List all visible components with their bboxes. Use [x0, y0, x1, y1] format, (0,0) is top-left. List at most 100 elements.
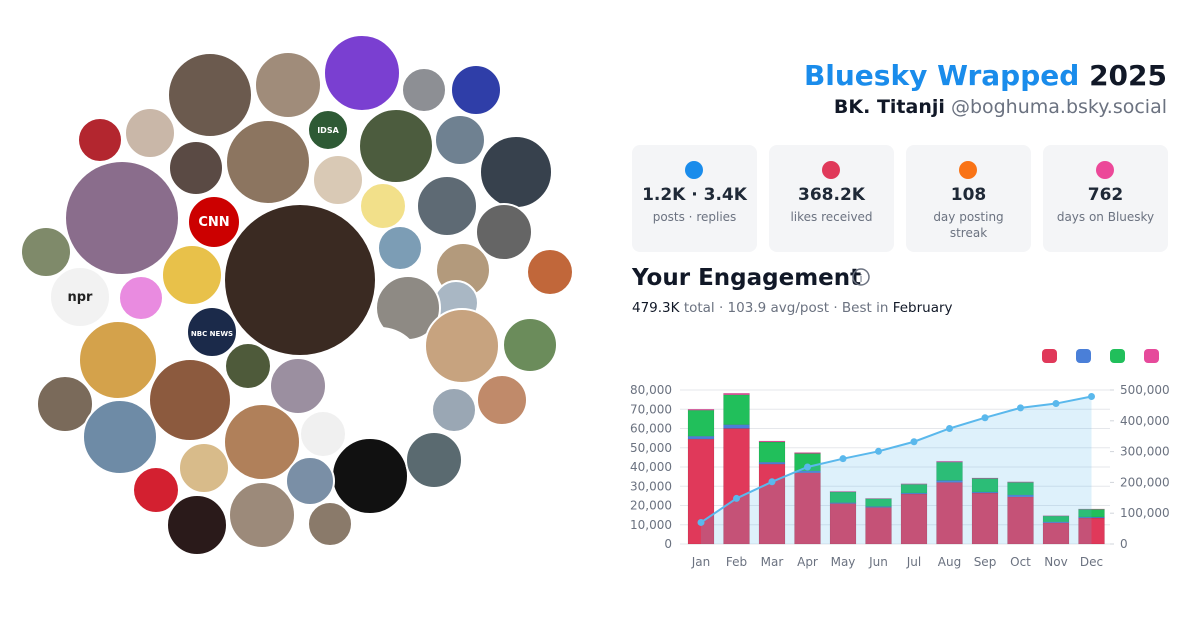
avatar	[148, 358, 232, 442]
stat-icon	[1096, 161, 1114, 179]
bar-segment	[794, 452, 821, 454]
avatar	[186, 306, 238, 358]
y-tick-label: 60,000	[630, 422, 672, 436]
avatar	[502, 317, 558, 373]
avatar	[434, 114, 486, 166]
stat-card: 1.2K · 3.4K posts · replies	[632, 145, 757, 252]
line-point	[981, 414, 989, 422]
stat-value: 368.2K	[798, 185, 865, 205]
legend-icon[interactable]	[1076, 349, 1091, 363]
line-point	[910, 438, 918, 446]
bar-segment	[687, 409, 715, 411]
info-icon[interactable]	[852, 268, 870, 286]
avatar	[82, 399, 158, 475]
avatar	[401, 67, 447, 113]
bar-segment	[936, 460, 963, 463]
y-tick-label: 10,000	[630, 518, 672, 532]
avatar	[77, 117, 123, 163]
section-title: Your Engagement	[631, 265, 861, 291]
stat-value: 108	[950, 185, 987, 205]
avatar	[168, 140, 224, 196]
stat-label: day posting streak	[933, 210, 1004, 240]
line-point	[768, 478, 776, 486]
stat-card: 108 day posting streak	[906, 145, 1031, 252]
y-tick-label: 40,000	[630, 460, 672, 474]
bar-segment	[687, 438, 715, 545]
summary-total: 479.3K	[632, 300, 681, 316]
avatar	[476, 374, 528, 426]
bar-segment	[900, 493, 928, 545]
avatar	[132, 466, 180, 514]
y2-tick-label: 200,000	[1120, 475, 1170, 489]
avatar	[307, 501, 353, 547]
avatar	[187, 195, 241, 249]
stat-card: 762 days on Bluesky	[1043, 145, 1168, 252]
legend-icon[interactable]	[1144, 349, 1159, 363]
avatar	[526, 248, 574, 296]
line-area	[701, 396, 1092, 544]
avatar	[358, 108, 434, 184]
stat-value: 1.2K · 3.4K	[642, 185, 747, 205]
x-tick-label: Feb	[726, 555, 747, 569]
x-tick-label: Apr	[797, 555, 818, 569]
bar-segment	[829, 503, 857, 545]
x-tick-label: Dec	[1080, 555, 1103, 569]
stat-icon	[959, 161, 977, 179]
avatar	[331, 437, 409, 515]
stat-icon	[685, 161, 703, 179]
bar-segment	[865, 507, 892, 545]
avatar	[178, 442, 230, 494]
title-year: 2025	[1089, 59, 1167, 92]
line-point	[839, 455, 847, 463]
avatar	[64, 160, 180, 276]
x-tick-label: Jul	[906, 555, 921, 569]
y-tick-label: 50,000	[630, 441, 672, 455]
bar-segment	[687, 409, 715, 437]
avatar	[405, 431, 463, 489]
y-tick-label: 80,000	[630, 383, 672, 397]
bar-segment	[900, 483, 928, 485]
info-glyph: i	[859, 272, 862, 285]
legend-icon[interactable]	[1110, 349, 1125, 363]
avatar	[323, 34, 401, 112]
bar-segment	[971, 477, 999, 479]
bar-segment	[829, 491, 857, 493]
bar-segment	[1007, 496, 1034, 545]
avatar-collage: CNN npr IDSA NBC NEWS	[20, 34, 574, 556]
avatar	[225, 119, 311, 205]
avatar	[299, 410, 347, 458]
x-tick-label: Jun	[868, 555, 888, 569]
avatar	[224, 342, 272, 390]
summary-best: February	[893, 300, 953, 316]
avatar-logo: IDSA	[317, 126, 339, 135]
avatar	[118, 275, 164, 321]
y2-tick-label: 500,000	[1120, 383, 1170, 397]
title: Bluesky Wrapped 2025	[804, 59, 1167, 92]
x-tick-label: Nov	[1044, 555, 1067, 569]
bar-segment	[971, 492, 999, 545]
bar-segment	[723, 393, 750, 396]
avatar	[479, 135, 553, 209]
stat-card: 368.2K likes received	[769, 145, 894, 252]
x-tick-label: May	[831, 555, 856, 569]
avatar	[254, 51, 322, 119]
chart: 0 10,000 20,000 30,000 40,000 50,000 60,000 70,…	[630, 349, 1170, 569]
x-tick-label: Jan	[691, 555, 711, 569]
avatar	[450, 64, 502, 116]
bar-segment	[758, 461, 786, 465]
x-tick-label: Aug	[938, 555, 961, 569]
legend-icon[interactable]	[1042, 349, 1057, 363]
bar-segment	[936, 482, 963, 545]
stat-label: posts · replies	[652, 210, 737, 224]
stat-icon	[822, 161, 840, 179]
avatar-logo: NBC NEWS	[191, 330, 233, 338]
y-tick-label: 70,000	[630, 402, 672, 416]
avatar	[359, 182, 407, 230]
user-name: BK. Titanji	[834, 96, 945, 118]
stat-value: 762	[1087, 185, 1124, 205]
y-tick-label: 30,000	[630, 479, 672, 493]
y-tick-label: 0	[664, 537, 672, 551]
bar-segment	[687, 435, 715, 440]
